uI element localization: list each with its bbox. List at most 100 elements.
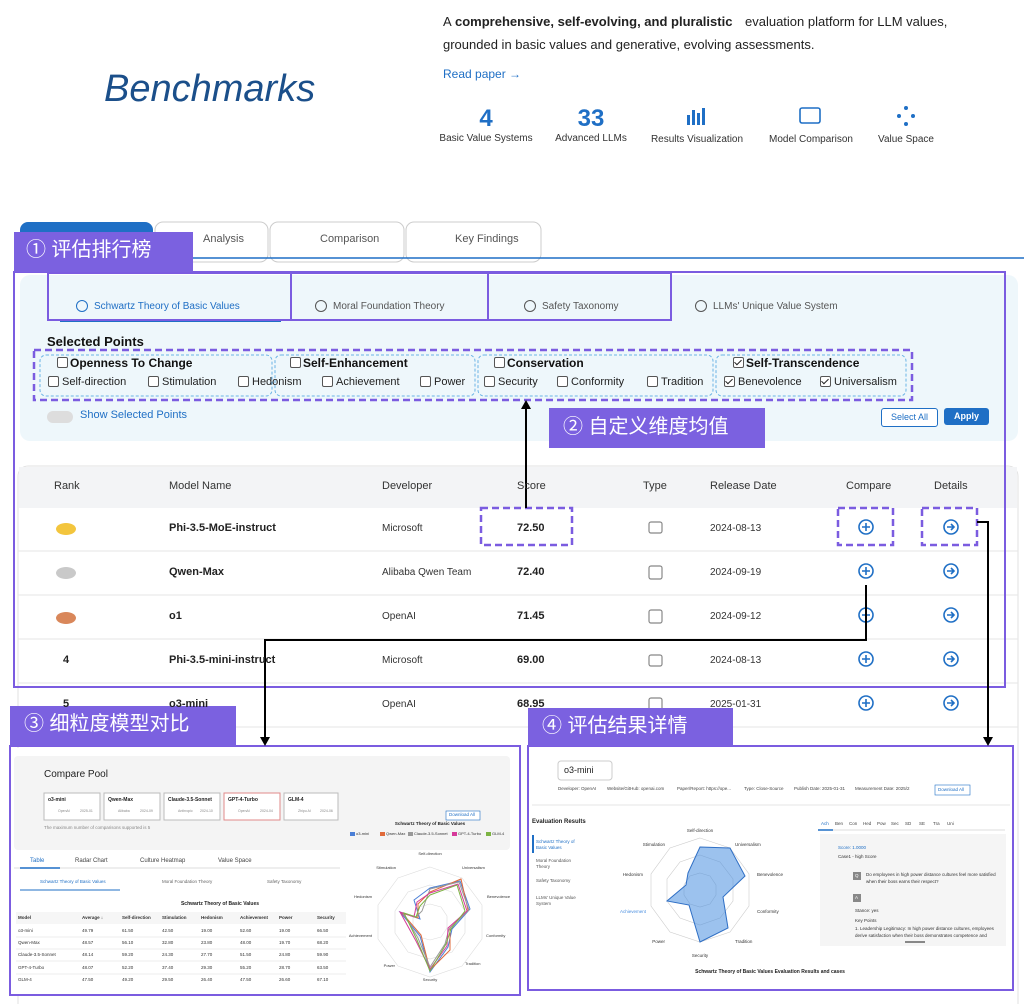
section-title: Evaluation Results bbox=[532, 819, 586, 825]
subtab[interactable]: LLMs' Unique Value System bbox=[713, 301, 838, 312]
checkbox[interactable] bbox=[724, 376, 735, 387]
tab[interactable]: Key Findings bbox=[455, 233, 519, 245]
compare-table-cell: 67.10 bbox=[317, 977, 329, 982]
compare-tab: Table bbox=[30, 858, 45, 864]
compare-table-cell: 24.80 bbox=[279, 952, 291, 957]
detail-tab: Ach bbox=[821, 821, 829, 826]
checkbox[interactable] bbox=[48, 376, 59, 387]
radar-label: Tradition bbox=[465, 961, 481, 966]
read-paper[interactable]: Read paper → bbox=[443, 67, 522, 81]
checkbox[interactable] bbox=[557, 376, 568, 387]
compare-table-cell: 19.00 bbox=[201, 928, 213, 933]
compare-table-cell: 49.79 bbox=[82, 928, 94, 933]
checkbox[interactable] bbox=[494, 357, 505, 368]
detail-tab: SE bbox=[919, 821, 926, 826]
detail-tab: Uni bbox=[947, 821, 954, 826]
nav-item: Safety Taxonomy bbox=[536, 878, 571, 883]
desc-line2: grounded in basic values and generative,… bbox=[443, 37, 815, 52]
detail-tab: Tra bbox=[933, 821, 940, 826]
compare-table-cell: 29.50 bbox=[162, 977, 174, 982]
subtab[interactable]: Schwartz Theory of Basic Values bbox=[94, 301, 240, 312]
key-point: 1. Leadership Legitimacy: In high power … bbox=[855, 926, 994, 938]
radar-label: Achievement bbox=[619, 909, 646, 914]
compare-table-cell: 56.10 bbox=[122, 940, 134, 945]
radar-label: Benevolence bbox=[757, 872, 784, 877]
compare-table-cell: 55.20 bbox=[240, 965, 252, 970]
compare-table-header: Model bbox=[18, 915, 31, 920]
card-name: o3-mini bbox=[48, 797, 66, 803]
checkbox[interactable] bbox=[484, 376, 495, 387]
compare-chart-title: Schwartz Theory of Basic Values bbox=[394, 821, 466, 826]
subtab[interactable]: Safety Taxonomy bbox=[542, 301, 619, 312]
tab[interactable]: Analysis bbox=[203, 233, 244, 245]
subtab[interactable]: Moral Foundation Theory bbox=[333, 301, 445, 312]
compare-table-cell: 59.20 bbox=[122, 952, 134, 957]
answer: Stance: yes bbox=[855, 908, 879, 913]
compare-subtab: Moral Foundation Theory bbox=[162, 879, 213, 884]
compare-table-cell: 59.90 bbox=[317, 952, 329, 957]
card-name: GPT-4-Turbo bbox=[228, 797, 258, 803]
point-name: Universalism bbox=[834, 376, 897, 388]
checkbox[interactable] bbox=[148, 376, 159, 387]
point-name: Tradition bbox=[661, 376, 704, 388]
score: 72.50 bbox=[517, 522, 545, 534]
select-all-button[interactable]: Select All bbox=[881, 408, 939, 427]
apply-button[interactable]: Apply bbox=[944, 408, 990, 425]
compare-title: Compare Pool bbox=[44, 769, 108, 780]
compare-table-cell: Qwen-Max bbox=[18, 940, 40, 945]
compare-table-cell: 48.14 bbox=[82, 952, 94, 957]
toggle[interactable] bbox=[47, 411, 73, 423]
compare-table-cell: 47.50 bbox=[240, 977, 252, 982]
compare-table-cell: 37.40 bbox=[162, 965, 174, 970]
meta: Developer: OpenAI bbox=[558, 786, 597, 791]
radar-label: Security bbox=[691, 953, 709, 958]
detail-tab: Con bbox=[849, 821, 858, 826]
card-dev: OpenAI bbox=[58, 809, 70, 813]
a-tag: A bbox=[855, 895, 859, 900]
radar-label: Achievement bbox=[348, 933, 372, 938]
compare-note: The maximum number of comparisons suppor… bbox=[44, 825, 151, 830]
compare-table-header: Hedonism bbox=[201, 915, 223, 920]
card-date: 2024-09 bbox=[140, 809, 153, 813]
compare-table-cell: 48.00 bbox=[240, 940, 252, 945]
compare-table-cell: 29.30 bbox=[201, 965, 213, 970]
checkbox[interactable] bbox=[322, 376, 333, 387]
legend-label: Qwen-Max bbox=[386, 831, 406, 836]
developer: OpenAI bbox=[382, 699, 416, 710]
model-select[interactable]: o3-mini bbox=[564, 765, 594, 775]
radar-label: Hedonism bbox=[622, 872, 643, 877]
group-name: Self-Transcendence bbox=[746, 356, 860, 370]
compare-table-cell: 24.30 bbox=[162, 952, 174, 957]
radar-label: Stimulation bbox=[376, 865, 396, 870]
compare-table-cell: 48.07 bbox=[82, 965, 94, 970]
score: 68.95 bbox=[517, 698, 545, 710]
detail-tab: Sec bbox=[891, 821, 899, 826]
compare-table-cell: 52.20 bbox=[122, 965, 134, 970]
checkbox[interactable] bbox=[57, 357, 68, 368]
compare-table-cell: 26.60 bbox=[279, 977, 291, 982]
radar-label: Conformity bbox=[757, 909, 779, 914]
checkbox[interactable] bbox=[820, 376, 831, 387]
checkbox[interactable] bbox=[733, 357, 744, 368]
radar-label: Power bbox=[383, 963, 395, 968]
group-name: Conservation bbox=[507, 356, 584, 370]
key-points: Key Points bbox=[855, 918, 877, 923]
meta: Measurement Date: 2025/2 bbox=[855, 786, 910, 791]
checkbox[interactable] bbox=[420, 376, 431, 387]
radar-label: Hedonism bbox=[353, 894, 372, 899]
subtab-icon bbox=[695, 300, 707, 312]
legend-label: GPT-4-Turbo bbox=[458, 831, 482, 836]
table-header: Type bbox=[643, 480, 667, 492]
compare-table-cell: Claude-3.5-Sonnet bbox=[18, 952, 56, 957]
rank: 5 bbox=[63, 698, 70, 710]
point-name: Stimulation bbox=[162, 376, 217, 388]
model-name: o3-mini bbox=[169, 698, 209, 710]
group-name: Openness To Change bbox=[70, 356, 193, 370]
checkbox[interactable] bbox=[290, 357, 301, 368]
checkbox[interactable] bbox=[647, 376, 658, 387]
point-name: Achievement bbox=[336, 376, 400, 388]
tab[interactable]: Comparison bbox=[320, 233, 380, 245]
checkbox[interactable] bbox=[238, 376, 249, 387]
card-dev: Zhipu AI bbox=[298, 809, 311, 813]
